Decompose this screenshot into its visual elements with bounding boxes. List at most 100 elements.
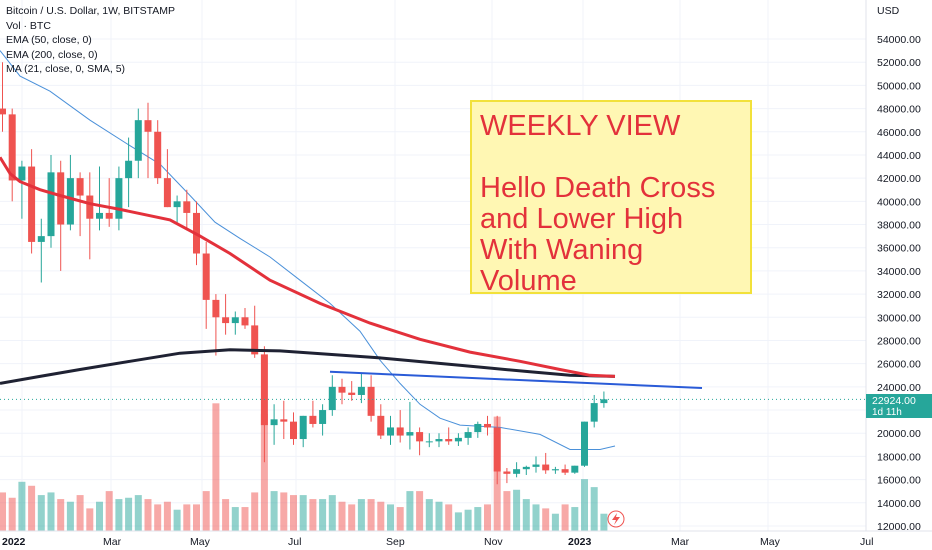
candle-body <box>600 399 608 404</box>
volume-bar <box>0 492 6 531</box>
candle-body <box>115 178 123 219</box>
candle-body <box>280 419 288 422</box>
candle-body <box>251 325 259 355</box>
volume-bar <box>561 504 569 531</box>
bolt-icon[interactable] <box>607 510 625 528</box>
volume-bar <box>600 513 608 531</box>
candle-body <box>328 386 336 411</box>
bar-countdown-tag: 1d 11h <box>866 407 932 418</box>
volume-bar <box>357 499 365 531</box>
candle-body <box>377 415 385 436</box>
volume-bar <box>338 501 346 531</box>
volume-bar <box>309 499 317 531</box>
price-tick-label: 20000.00 <box>877 428 921 440</box>
candle-body <box>581 421 588 466</box>
volume-bar <box>348 504 356 531</box>
price-tick-label: 40000.00 <box>877 196 921 208</box>
volume-bar <box>542 508 550 531</box>
volume-bar <box>454 512 462 531</box>
time-tick-label: 2022 <box>2 536 26 548</box>
time-tick-label: May <box>760 536 781 548</box>
legend-volume[interactable]: Vol · BTC <box>6 19 51 32</box>
legend-ema200[interactable]: EMA (200, close, 0) <box>6 48 98 61</box>
legend-ema50[interactable]: EMA (50, close, 0) <box>6 34 92 46</box>
candle-body <box>571 465 579 473</box>
currency-label: USD <box>877 5 900 17</box>
volume-bar <box>396 507 404 531</box>
volume-bar <box>212 403 220 531</box>
candle-body <box>532 464 540 467</box>
legend-symbol[interactable]: Bitcoin / U.S. Dollar, 1W, BITSTAMP <box>6 5 176 17</box>
price-tick-label: 52000.00 <box>877 57 921 69</box>
volume-bar <box>66 501 74 531</box>
legend-ma[interactable]: MA (21, close, 0, SMA, 5) <box>6 63 126 75</box>
price-tick-label: 54000.00 <box>877 34 921 46</box>
candle-body <box>144 120 152 132</box>
volume-bar <box>474 507 482 531</box>
candle-body <box>561 469 569 473</box>
candle-body <box>396 427 404 436</box>
volume-bar <box>202 491 210 531</box>
candle-body <box>0 108 6 115</box>
time-tick-label: 2023 <box>568 536 592 548</box>
volume-bar <box>280 492 288 531</box>
volume-bar <box>406 491 414 531</box>
candle-body <box>105 212 113 219</box>
price-tick-label: 26000.00 <box>877 359 921 371</box>
price-tick-label: 28000.00 <box>877 335 921 347</box>
volume-bar <box>290 495 297 531</box>
time-tick-label: Jul <box>860 536 873 548</box>
candle-body <box>290 421 297 440</box>
price-tick-label: 34000.00 <box>877 266 921 278</box>
price-tick-label: 18000.00 <box>877 451 921 463</box>
candle-body <box>357 386 365 395</box>
candle-body <box>406 432 414 436</box>
volume-bar <box>445 504 453 531</box>
candle-body <box>445 439 453 442</box>
candle-body <box>183 201 191 213</box>
candle-body <box>47 172 55 237</box>
candle-body <box>522 466 530 470</box>
volume-bar <box>416 491 424 531</box>
price-tick-label: 30000.00 <box>877 312 921 324</box>
candle-body <box>222 317 230 324</box>
volume-bar <box>115 499 123 531</box>
volume-bar <box>241 507 249 531</box>
volume-bar <box>37 495 45 531</box>
time-tick-label: Mar <box>103 536 122 548</box>
candle-body <box>134 120 142 161</box>
note-title: WEEKLY VIEW <box>480 110 681 142</box>
price-tick-label: 44000.00 <box>877 150 921 162</box>
candle-body <box>464 432 472 438</box>
time-tick-label: May <box>190 536 211 548</box>
volume-bar <box>222 499 230 531</box>
candle-body <box>435 439 443 442</box>
candle-body <box>173 201 181 208</box>
candle-body <box>66 178 74 225</box>
annotation-note[interactable]: WEEKLY VIEW Hello Death Cross and Lower … <box>470 100 752 297</box>
volume-bar <box>47 492 55 531</box>
volume-bar <box>299 495 307 531</box>
candle-body <box>96 212 103 219</box>
volume-bar <box>86 508 94 531</box>
candle-body <box>338 386 346 393</box>
price-tick-label: 24000.00 <box>877 382 921 394</box>
volume-bar <box>163 501 171 531</box>
candle-body <box>503 471 511 474</box>
lower-high-trendline[interactable] <box>329 370 703 390</box>
candle-body <box>260 354 268 426</box>
time-axis[interactable]: 2022 Mar May Jul Sep Nov 2023 Mar May Jul <box>2 536 873 548</box>
volume-bar <box>551 513 559 531</box>
candle-body <box>425 441 433 443</box>
price-tick-label: 32000.00 <box>877 289 921 301</box>
candle-body <box>212 299 220 318</box>
price-axis[interactable]: 54000.00 52000.00 50000.00 48000.00 46000.00… <box>877 34 921 533</box>
candle-body <box>76 178 84 196</box>
candle-body <box>319 410 327 424</box>
volume-bar <box>377 501 385 531</box>
candle-body <box>8 114 16 181</box>
candle-body <box>163 178 171 208</box>
volume-bar <box>251 492 259 531</box>
candle-body <box>551 469 559 471</box>
